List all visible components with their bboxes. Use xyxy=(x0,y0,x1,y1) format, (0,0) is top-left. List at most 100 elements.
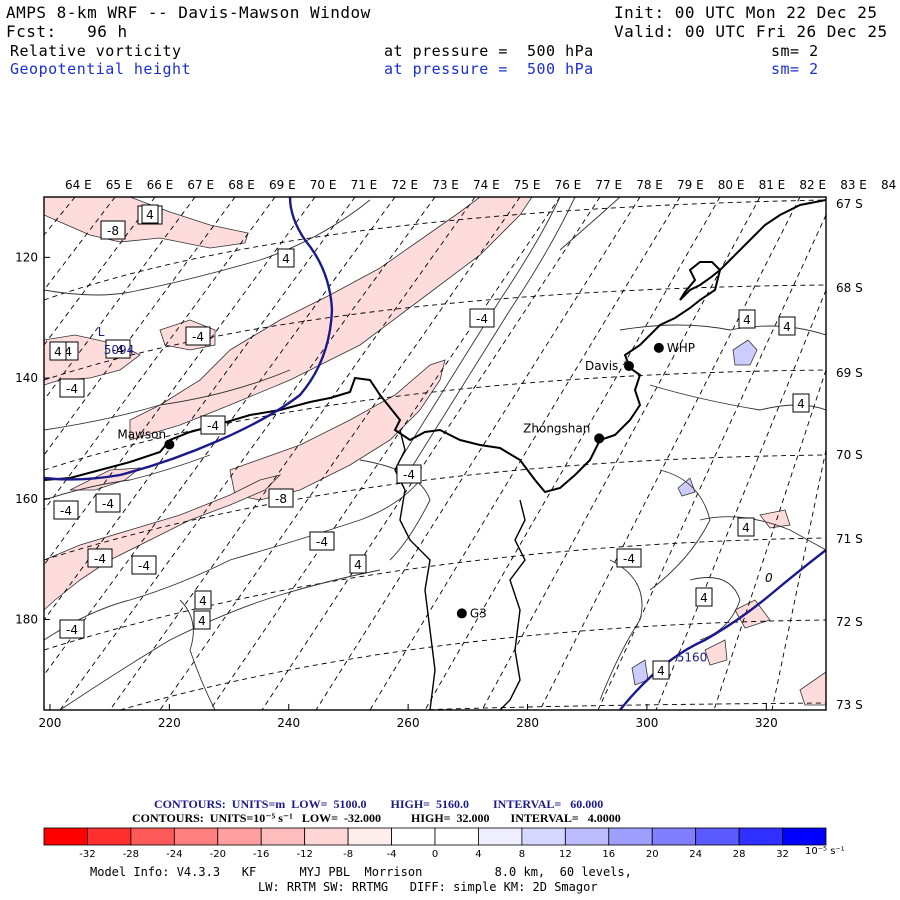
colorbar-ticks: -32 -28 -24 -20 -16 -12 -8 -4 0 4 8 12 16 20 24 28 32 xyxy=(79,849,789,860)
colorbar-box xyxy=(651,827,697,846)
svg-text:-4: -4 xyxy=(403,468,415,482)
colorbar-tick-label: 16 xyxy=(602,849,615,860)
colorbar-tick-label: -4 xyxy=(387,849,397,860)
vorticity-label: -4 xyxy=(95,493,121,513)
station-label: Davis xyxy=(585,359,618,373)
longitude-label: 72 E xyxy=(391,178,418,192)
y-tick-label: 160 xyxy=(15,492,38,506)
svg-text:4: 4 xyxy=(198,614,206,628)
longitude-label: 67 E xyxy=(187,178,214,192)
vorticity-label: -8 xyxy=(268,488,294,508)
colorbar-box xyxy=(304,827,349,846)
vorticity-label: -4 xyxy=(53,500,79,520)
field2-name: Geopotential height xyxy=(10,60,192,78)
colorbar-tick-label: -12 xyxy=(296,849,312,860)
svg-text:-4: -4 xyxy=(60,504,72,518)
longitude-label: 83 E xyxy=(840,178,867,192)
colorbar-box xyxy=(391,827,436,846)
field2-smoothing: sm= 2 xyxy=(771,60,819,78)
vorticity-label: -4 xyxy=(131,555,157,575)
colorbar-tick-label: 28 xyxy=(733,849,746,860)
longitude-label: 84 E xyxy=(881,178,900,192)
svg-text:-4: -4 xyxy=(192,330,204,344)
colorbar-box xyxy=(260,827,306,846)
y-tick-label: 140 xyxy=(15,371,38,385)
field1-name: Relative vorticity xyxy=(10,42,182,60)
longitude-label: 80 E xyxy=(718,178,745,192)
vorticity-label: -4 xyxy=(59,619,85,639)
vorticity-label: 4 xyxy=(193,610,211,630)
station-label: Zhongshan xyxy=(523,421,590,435)
plot-frame xyxy=(43,196,827,711)
svg-text:-4: -4 xyxy=(207,419,219,433)
latitude-label: 67 S xyxy=(836,197,863,211)
vorticity-label: 4 xyxy=(738,309,756,329)
svg-text:4: 4 xyxy=(783,320,791,334)
valid-time: Valid: 00 UTC Fri 26 Dec 25 xyxy=(614,22,888,41)
colorbar-box xyxy=(738,827,783,846)
longitude-label: 82 E xyxy=(799,178,826,192)
x-tick-label: 320 xyxy=(755,716,778,730)
colorbar: -32 -28 -24 -20 -16 -12 -8 -4 0 4 8 12 16 20 24 28 32 10… xyxy=(43,827,845,860)
longitude-label: 78 E xyxy=(636,178,663,192)
colorbar-box xyxy=(173,827,219,846)
colorbar-box xyxy=(217,827,262,846)
band-lines xyxy=(399,197,576,471)
colorbar-tick-label: -20 xyxy=(210,849,226,860)
parallels xyxy=(44,199,826,710)
x-axis-ticks: 200 220 240 260 280 300 320 xyxy=(39,704,778,730)
colorbar-box xyxy=(608,827,653,846)
svg-text:4: 4 xyxy=(657,664,665,678)
longitude-label: 64 E xyxy=(65,178,92,192)
x-tick-label: 300 xyxy=(635,716,658,730)
longitude-label: 74 E xyxy=(473,178,500,192)
longitude-label: 71 E xyxy=(351,178,378,192)
longitude-label: 77 E xyxy=(595,178,622,192)
field1-smoothing: sm= 2 xyxy=(771,42,819,60)
vorticity-label: 4 xyxy=(277,248,295,268)
colorbar-tick-label: -16 xyxy=(253,849,269,860)
svg-text:-8: -8 xyxy=(275,492,287,506)
latitude-label: 73 S xyxy=(836,698,863,712)
latitude-labels: 67 S 68 S 69 S 70 S 71 S 72 S 73 S xyxy=(836,197,863,712)
y-tick-label: 180 xyxy=(15,612,38,626)
colorbar-tick-label: 12 xyxy=(559,849,572,860)
vorticity-label: -8 xyxy=(100,220,126,240)
vorticity-labels: -8-44-4-4-4-4-4-4-4-8-4-4-4-4-444-4-4444… xyxy=(49,204,810,680)
svg-text:-4: -4 xyxy=(94,552,106,566)
zero-contour-label: 0 xyxy=(765,571,773,585)
colorbar-tick-label: -24 xyxy=(166,849,182,860)
colorbar-tick-label: 20 xyxy=(646,849,659,860)
latitude-label: 70 S xyxy=(836,448,863,462)
extra-labels: 0 xyxy=(765,571,773,585)
longitude-label: 66 E xyxy=(147,178,174,192)
x-tick-label: 240 xyxy=(277,716,300,730)
svg-text:-4: -4 xyxy=(138,559,150,573)
field2-level: at pressure = 500 hPa xyxy=(384,60,594,78)
stations: Mawson Davis WHP Zhongshan G3 xyxy=(117,341,695,621)
vorticity-label: 4 xyxy=(349,554,367,574)
vorticity-label: -4 xyxy=(59,378,85,398)
svg-text:-4: -4 xyxy=(623,552,635,566)
vorticity-label: -4 xyxy=(309,531,335,551)
colorbar-box xyxy=(130,827,175,846)
svg-text:-4: -4 xyxy=(476,312,488,326)
vorticity-contour-legend: CONTOURS: UNITS=10⁻⁵ s⁻¹ LOW= -32.000 HI… xyxy=(132,811,621,825)
colorbar-unit: 10⁻⁵ s⁻¹ xyxy=(805,846,845,857)
plot-area xyxy=(44,197,826,710)
colorbar-boxes xyxy=(43,827,827,846)
svg-text:4: 4 xyxy=(354,558,362,572)
svg-text:4: 4 xyxy=(743,313,751,327)
station-label: WHP xyxy=(667,341,695,355)
x-tick-label: 260 xyxy=(397,716,420,730)
longitude-labels: 64 E 65 E 66 E 67 E 68 E 69 E 70 E 71 E 72 E 73 E… xyxy=(65,178,900,192)
vorticity-label: -4 xyxy=(396,464,422,484)
vorticity-label: 4 xyxy=(737,517,755,537)
colorbar-box xyxy=(478,827,523,846)
field1-level: at pressure = 500 hPa xyxy=(384,42,594,60)
svg-text:4: 4 xyxy=(199,594,207,608)
colorbar-tick-label: 0 xyxy=(432,849,438,860)
model-info-line1: Model Info: V4.3.3 KF MYJ PBL Morrison 8… xyxy=(90,865,632,879)
vorticity-label: 4 xyxy=(695,587,713,607)
init-time: Init: 00 UTC Mon 22 Dec 25 xyxy=(614,3,878,22)
